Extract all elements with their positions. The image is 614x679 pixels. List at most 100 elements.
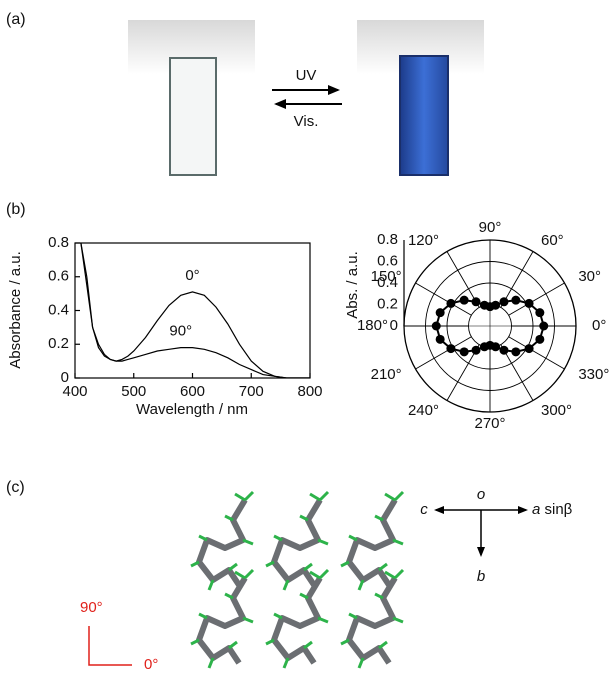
molecule-bond [303,562,313,572]
axis-label: c [420,501,428,518]
molecule-bond [384,492,396,502]
axis-label: b [477,568,485,585]
axis-label: sinβ [540,501,572,518]
molecule-bond [318,568,330,580]
direction-label: 90° [80,599,103,616]
molecule-bond [242,538,254,546]
axis-label: a [532,501,540,518]
x-tick-label: 700 [239,383,264,400]
molecule-bond [378,640,388,650]
molecule-bond [234,492,246,502]
polar-point [459,347,469,357]
r-axis-label: Abs. / a.u. [344,251,361,319]
series-label: 0° [185,267,199,284]
molecule-bond [317,538,329,546]
angle-label: 270° [474,415,505,432]
angle-label: 30° [578,268,601,285]
molecule-bond [228,562,238,572]
polar-point [535,334,545,344]
series-label: 90° [169,323,192,340]
panel-label: (c) [6,479,25,496]
molecule-bond [357,657,365,669]
molecule-bond [282,579,290,591]
molecule-bond [384,570,396,580]
arrow-head [328,85,340,95]
molecule-bond [198,534,208,542]
molecule-bond [190,638,200,646]
molecule-bond [392,616,404,624]
molecule-bond [242,616,254,624]
crystal-axes: o c a sinβ b [420,486,572,585]
molecule-bond [318,490,330,502]
molecule-bond [393,568,405,580]
direction-marker [88,626,132,666]
molecule-bond [198,612,208,620]
angle-label: 90° [479,219,502,236]
angle-label: 60° [541,232,564,249]
polar-point [535,308,545,318]
r-tick-label: 0 [390,317,398,334]
molecule-bond [273,534,283,542]
molecule-bond [299,592,309,600]
angle-label: 330° [578,366,609,383]
plot-frame [74,242,311,379]
molecule-bond [224,592,234,600]
plot-area [80,243,310,378]
polar-point [446,298,456,308]
molecule-bond [393,490,405,502]
molecule-bond [340,638,350,646]
x-tick-label: 500 [121,383,146,400]
molecule-bond [282,657,290,669]
r-tick-label: 0.6 [377,252,398,269]
polar-point [479,300,489,310]
polar-point [491,342,501,352]
polar-point [539,321,549,331]
x-tick-label: 600 [180,383,205,400]
molecule-bond [378,562,388,572]
x-tick-label: 400 [62,383,87,400]
molecule-bond [357,579,365,591]
molecule-bond [207,657,215,669]
angle-label: 240° [408,402,439,419]
spoke [415,282,472,316]
arrow-label: Vis. [294,113,319,130]
polar-point [499,345,509,355]
molecule-bond [190,560,200,568]
polar-point [524,344,534,354]
molecule-bond [303,640,313,650]
molecule-bond [348,534,358,542]
molecule-bond [309,492,321,502]
molecule-bond [228,640,238,650]
spoke [508,336,565,370]
x-axis-label: Wavelength / nm [136,401,248,418]
y-tick-label: 0.2 [48,335,69,352]
molecule-bond [299,514,309,522]
cuvette-blue [399,55,449,176]
r-tick-label: 0.2 [377,295,398,312]
molecule-bond [243,568,255,580]
polar-point [499,297,509,307]
spoke [508,282,565,316]
arrow-head [434,506,528,557]
spectrum-line [80,243,310,378]
y-tick-label: 0.8 [48,234,69,251]
polar-point [459,295,469,305]
panel-label: (b) [6,201,26,218]
r-tick-label: 0.8 [377,231,398,248]
polar-point [524,298,534,308]
polar-point [446,344,456,354]
polar-point [431,321,441,331]
molecule-bond [243,490,255,502]
x-tick-label: 800 [297,383,322,400]
y-axis-label: Absorbance / a.u. [7,251,24,369]
axis-label: o [477,486,485,503]
molecule-backbone [271,576,323,665]
angle-label: 120° [408,232,439,249]
angle-label: 180° [357,317,388,334]
molecule-bond [265,560,275,568]
molecule-backbone [196,576,248,665]
molecule-bond [207,579,215,591]
y-tick-label: 0 [61,369,69,386]
molecular-structure [190,490,405,669]
angle-label: 0° [592,317,606,334]
